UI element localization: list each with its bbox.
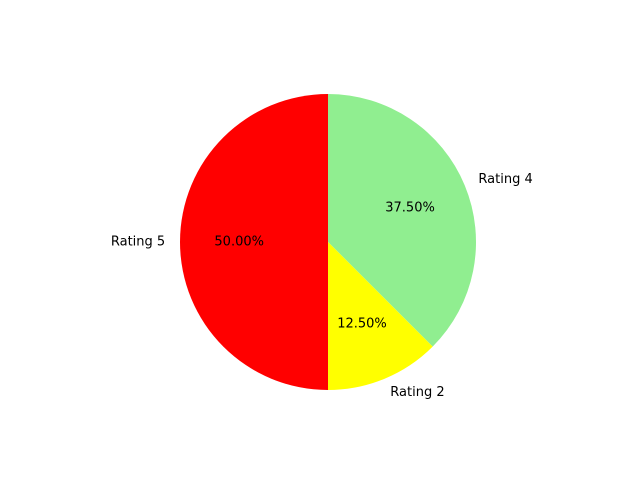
pie-slice-rating-5 [180,94,328,390]
pie-slices [180,94,476,390]
pie-labels: Rating 4 37.50% Rating 2 12.50% Rating 5 50.0… [111,172,533,400]
slice-percent-rating-4: 37.50% [385,201,435,216]
slice-percent-rating-2: 12.50% [337,317,387,332]
slice-label-rating-5: Rating 5 [111,235,165,250]
slice-label-rating-4: Rating 4 [478,172,532,187]
slice-label-rating-2: Rating 2 [390,385,444,400]
pie-slice-rating-2 [328,242,433,390]
pie-slice-rating-4 [328,94,476,347]
slice-percent-rating-5: 50.00% [214,235,264,250]
